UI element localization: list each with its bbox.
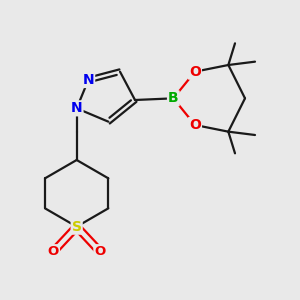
Text: O: O (189, 65, 201, 79)
Text: N: N (71, 101, 82, 115)
Text: B: B (168, 91, 178, 105)
Text: S: S (72, 220, 82, 234)
Text: N: N (82, 73, 94, 87)
Text: O: O (189, 118, 201, 132)
Text: O: O (48, 245, 59, 258)
Text: O: O (94, 245, 106, 258)
